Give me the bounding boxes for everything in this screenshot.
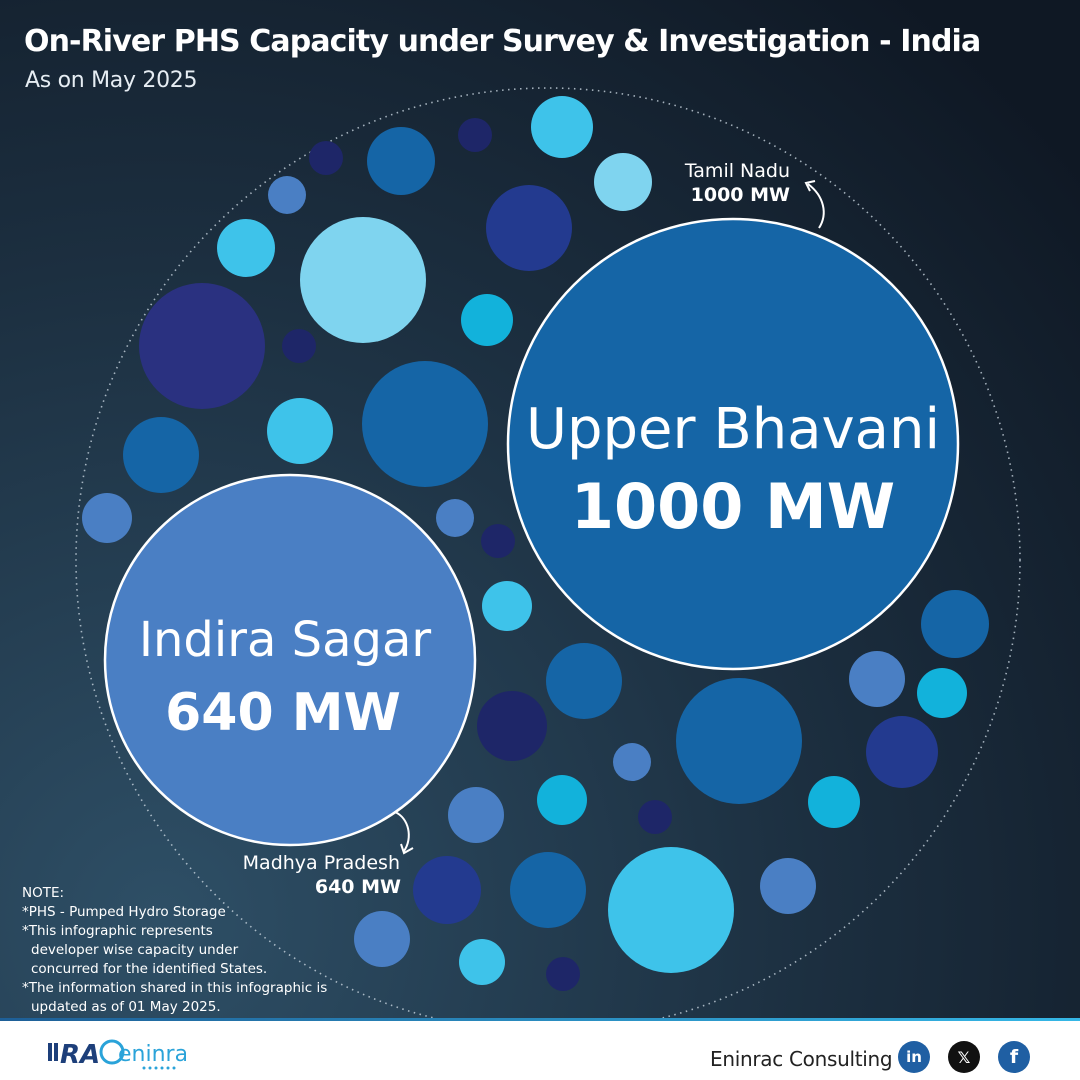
eninrac-logo: RA eninrac (48, 1039, 186, 1070)
decorative-bubbles (82, 96, 989, 991)
decorative-bubble (482, 581, 532, 631)
note-line: concurred for the identified States. (31, 961, 268, 977)
note-line: *This infographic represents (22, 923, 213, 939)
x-icon[interactable]: 𝕏 (948, 1041, 980, 1073)
decorative-bubble (309, 141, 343, 175)
decorative-bubble (531, 96, 593, 158)
bubble-upper-bhavani (506, 217, 960, 671)
footer: RA eninrac Eninrac Consulting in 𝕏 f (0, 1021, 1080, 1080)
brand-name: Eninrac Consulting (710, 1047, 893, 1071)
decorative-bubble (459, 939, 505, 985)
decorative-bubble (354, 911, 410, 967)
arrow-tamil-nadu (807, 183, 825, 229)
decorative-bubble (594, 153, 652, 211)
arrowhead-madhya-pradesh (400, 843, 414, 855)
bubble-indira-sagar-value: 640 MW (165, 683, 401, 743)
decorative-bubble (362, 361, 488, 487)
note-line: *PHS - Pumped Hydro Storage (22, 904, 226, 920)
note-line: developer wise capacity under (31, 942, 239, 958)
decorative-bubble (917, 668, 967, 718)
svg-text:RA: RA (60, 1040, 100, 1070)
decorative-bubble (486, 185, 572, 271)
arrowhead-tamil-nadu (804, 180, 816, 192)
decorative-bubble (413, 856, 481, 924)
decorative-bubble (282, 329, 316, 363)
decorative-bubble (608, 847, 734, 973)
decorative-bubble (268, 176, 306, 214)
decorative-bubble (461, 294, 513, 346)
decorative-bubble (300, 217, 426, 343)
state-value-tamil-nadu: 1000 MW (691, 184, 790, 206)
footer-accent-bar (0, 1018, 1080, 1022)
linkedin-icon[interactable]: in (898, 1041, 930, 1073)
state-value-madhya-pradesh: 640 MW (315, 876, 401, 898)
bubble-indira-sagar (103, 473, 477, 847)
decorative-bubble (760, 858, 816, 914)
decorative-bubble (613, 743, 651, 781)
decorative-bubble (481, 524, 515, 558)
state-label-tamil-nadu: Tamil Nadu (684, 160, 790, 182)
decorative-bubble (921, 590, 989, 658)
decorative-bubble (866, 716, 938, 788)
decorative-bubble (367, 127, 435, 195)
decorative-bubble (217, 219, 275, 277)
svg-text:eninrac: eninrac (118, 1042, 186, 1067)
outer-dotted-boundary (75, 87, 1021, 1033)
note-line: *The information shared in this infograp… (22, 980, 328, 996)
decorative-bubble (139, 283, 265, 409)
decorative-bubble (808, 776, 860, 828)
bubble-upper-bhavani-name: Upper Bhavani (526, 397, 940, 462)
note-heading: NOTE: (22, 885, 65, 901)
decorative-bubble (267, 398, 333, 464)
decorative-bubble (477, 691, 547, 761)
decorative-bubble (849, 651, 905, 707)
decorative-bubble (546, 643, 622, 719)
note-block: NOTE: *PHS - Pumped Hydro Storage *This … (22, 884, 352, 1017)
decorative-bubble (82, 493, 132, 543)
decorative-bubble (546, 957, 580, 991)
decorative-bubble (676, 678, 802, 804)
decorative-bubble (510, 852, 586, 928)
bubble-indira-sagar-name: Indira Sagar (139, 612, 432, 668)
bubble-upper-bhavani-value: 1000 MW (571, 470, 895, 543)
decorative-bubble (458, 118, 492, 152)
state-label-madhya-pradesh: Madhya Pradesh (243, 852, 400, 874)
page-subtitle: As on May 2025 (25, 68, 198, 93)
decorative-bubble (448, 787, 504, 843)
facebook-icon[interactable]: f (998, 1041, 1030, 1073)
note-line: updated as of 01 May 2025. (31, 999, 221, 1015)
arrow-madhya-pradesh (394, 811, 410, 852)
page-title: On-River PHS Capacity under Survey & Inv… (24, 24, 981, 59)
decorative-bubble (436, 499, 474, 537)
decorative-bubble (638, 800, 672, 834)
decorative-bubble (123, 417, 199, 493)
decorative-bubble (537, 775, 587, 825)
